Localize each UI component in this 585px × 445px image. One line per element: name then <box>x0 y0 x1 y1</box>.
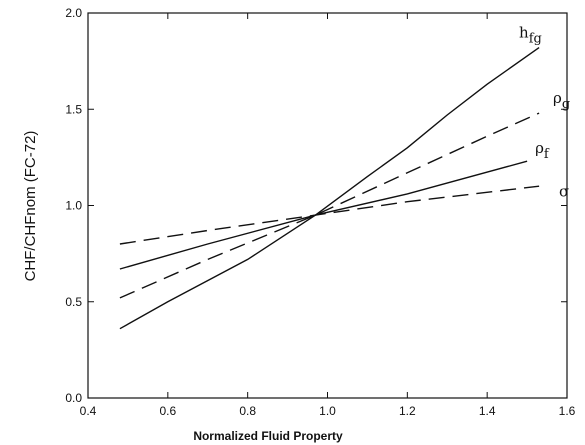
y-axis-title: CHF/CHFnom (FC-72) <box>22 131 39 282</box>
y-tick-label: 2.0 <box>65 6 82 20</box>
x-tick-label: 1.6 <box>559 404 576 418</box>
x-axis-title: Normalized Fluid Property <box>193 429 343 443</box>
series-line-0 <box>119 47 540 330</box>
series-label-main: h <box>519 24 529 42</box>
x-tick-label: 1.0 <box>319 404 336 418</box>
series-label-main: σ <box>559 182 569 200</box>
series-label-0: hfg <box>519 24 542 47</box>
series-line-1 <box>119 112 540 299</box>
x-tick-label: 0.8 <box>239 404 256 418</box>
y-tick-label: 1.0 <box>65 199 82 213</box>
series-label-subscript: fg <box>529 32 542 47</box>
series-label-3: σ <box>559 182 569 200</box>
series-label-subscript: g <box>562 97 570 112</box>
x-axis: 0.4 0.6 0.8 1.0 1.2 1.4 1.6 <box>80 13 576 418</box>
x-tick-label: 1.4 <box>479 404 496 418</box>
series-lines <box>119 47 540 330</box>
series-label-2: ρf <box>535 139 550 162</box>
series-label-main: ρ <box>553 89 562 107</box>
x-tick-label: 1.2 <box>399 404 416 418</box>
y-tick-label: 1.5 <box>65 102 82 116</box>
y-tick-label: 0.5 <box>65 295 82 309</box>
series-label-1: ρg <box>553 89 570 112</box>
x-tick-label: 0.6 <box>159 404 176 418</box>
y-axis: 0.0 0.5 1.0 1.5 2.0 <box>65 6 567 405</box>
series-line-2 <box>119 160 528 270</box>
series-line-3 <box>119 185 540 245</box>
series-label-subscript: f <box>544 147 550 162</box>
y-tick-label: 0.0 <box>65 391 82 405</box>
x-tick-label: 0.4 <box>80 404 97 418</box>
series-label-main: ρ <box>535 139 544 157</box>
